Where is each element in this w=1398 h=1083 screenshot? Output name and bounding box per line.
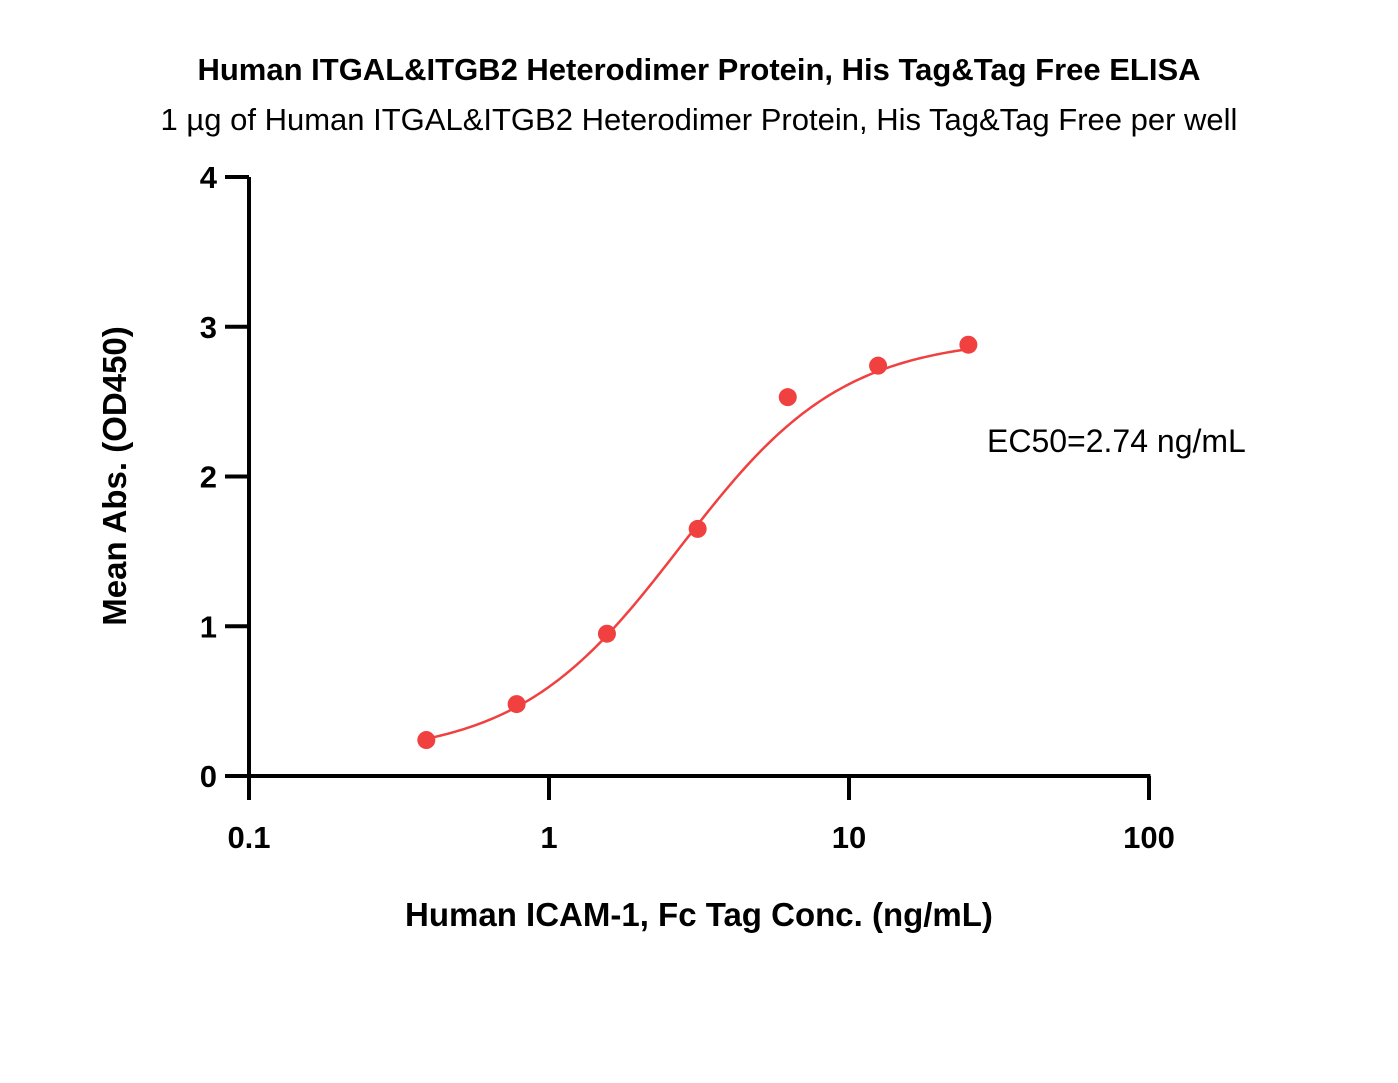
data-point [597, 624, 616, 643]
data-point [959, 335, 978, 354]
x-tick-label: 10 [832, 820, 866, 855]
data-points [417, 335, 978, 750]
y-tick-label: 4 [200, 160, 218, 195]
axes [247, 177, 1151, 778]
data-point [869, 356, 888, 375]
data-point [507, 695, 526, 714]
data-point [688, 519, 707, 538]
x-tick-label: 100 [1123, 820, 1175, 855]
data-point [778, 388, 797, 407]
y-axis-label: Mean Abs. (OD450) [96, 326, 133, 626]
data-point [417, 731, 436, 750]
x-tick-label: 1 [540, 820, 557, 855]
fit-curve [426, 347, 969, 741]
y-tick-label: 0 [200, 759, 217, 794]
y-tick-label: 1 [200, 609, 217, 644]
y-tick-label: 3 [200, 310, 217, 345]
x-axis-label: Human ICAM-1, Fc Tag Conc. (ng/mL) [405, 896, 993, 933]
x-tick-label: 0.1 [227, 820, 270, 855]
ec50-annotation: EC50=2.74 ng/mL [987, 423, 1246, 459]
chart-subtitle: 1 µg of Human ITGAL&ITGB2 Heterodimer Pr… [161, 102, 1238, 137]
y-tick-label: 2 [200, 460, 217, 495]
chart-title: Human ITGAL&ITGB2 Heterodimer Protein, H… [197, 52, 1200, 87]
x-axis-ticks: 0.1 1 10 100 [227, 776, 1175, 855]
y-axis-ticks: 0 1 2 3 4 [200, 160, 249, 794]
